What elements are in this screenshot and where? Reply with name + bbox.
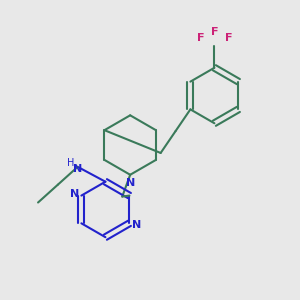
Text: N: N — [126, 178, 135, 188]
Text: F: F — [211, 27, 218, 37]
Text: F: F — [224, 33, 232, 43]
Text: N: N — [70, 189, 79, 199]
Text: N: N — [73, 164, 82, 174]
Text: F: F — [197, 33, 204, 43]
Text: N: N — [132, 220, 141, 230]
Text: H: H — [67, 158, 74, 168]
